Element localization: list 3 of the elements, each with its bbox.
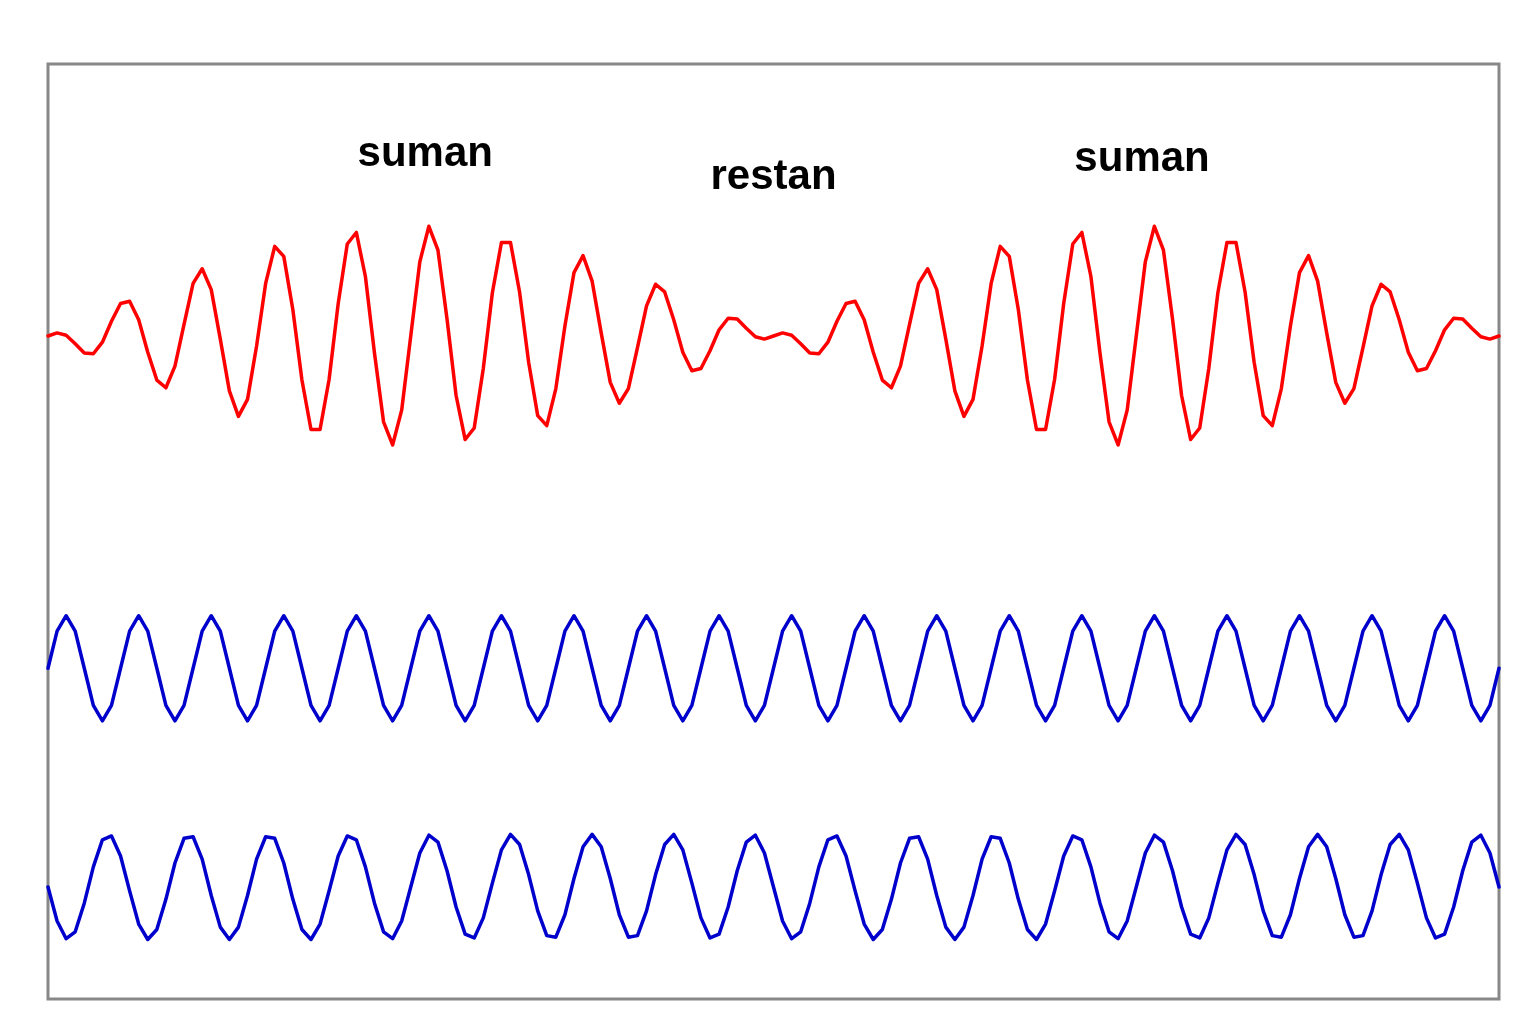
text: restan	[710, 151, 837, 199]
text: suman	[1074, 132, 1210, 180]
text: suman	[357, 127, 493, 175]
